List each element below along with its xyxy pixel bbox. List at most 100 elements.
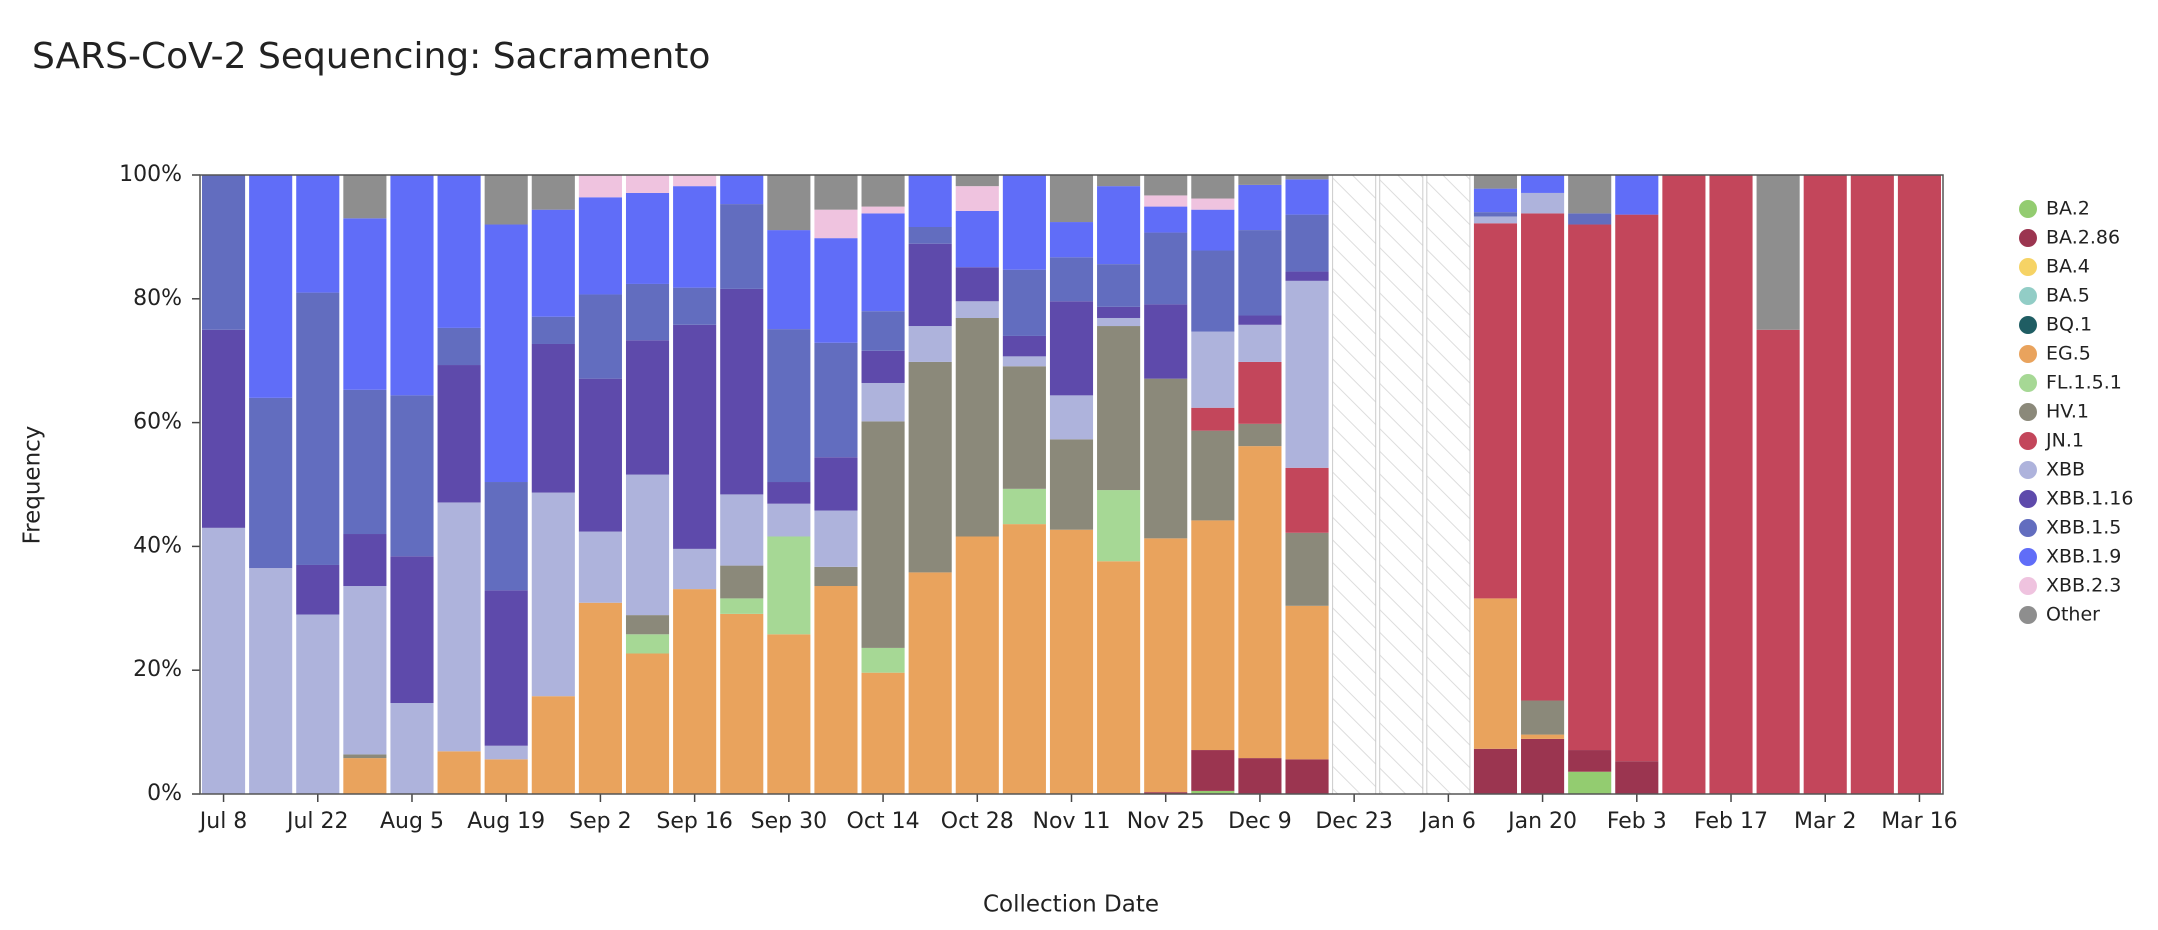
legend-swatch <box>2019 229 2037 247</box>
bar-segment <box>484 175 528 225</box>
x-tick-label: Aug 5 <box>380 809 444 834</box>
bar-segment <box>1238 184 1282 231</box>
legend-label: XBB.1.16 <box>2046 488 2133 510</box>
legend-swatch <box>2019 374 2037 392</box>
bar-segment <box>1097 306 1141 318</box>
bar-segment <box>1049 529 1094 794</box>
bar-segment <box>343 175 387 219</box>
bar-segment <box>955 267 999 302</box>
bar-segment <box>1238 175 1282 185</box>
bar-segment <box>908 572 952 794</box>
x-tick-label: Jan 20 <box>1506 809 1577 834</box>
bar-segment <box>955 536 999 794</box>
bar-segment <box>1285 179 1329 215</box>
bar-segment <box>1191 198 1235 210</box>
bar-segment <box>720 288 764 495</box>
legend-label: XBB.2.3 <box>2046 575 2121 597</box>
bar-segment <box>202 329 246 528</box>
bar-segment <box>1144 206 1188 233</box>
bar-segment <box>578 531 622 603</box>
bar-segment <box>1662 175 1706 794</box>
bar-segment <box>767 536 811 635</box>
bar-segment <box>249 175 293 398</box>
bar-segment <box>1521 738 1565 794</box>
bar-segment <box>1191 331 1235 408</box>
y-tick-label: 20% <box>133 657 182 682</box>
bar-segment <box>814 566 858 587</box>
bar-segment <box>1473 223 1518 599</box>
bar-segment <box>955 301 999 318</box>
bar-segment <box>767 329 811 483</box>
bar-segment <box>1238 758 1282 794</box>
bar-segment <box>1049 439 1094 530</box>
bar-segment <box>1097 561 1141 794</box>
bar-segment <box>1521 192 1565 214</box>
x-tick-label: Feb 17 <box>1694 809 1768 834</box>
bar-segment <box>767 503 811 537</box>
bar-segment <box>625 175 670 193</box>
bar-segment <box>720 204 764 289</box>
bar-segment <box>767 634 811 794</box>
bar-segment <box>343 218 387 390</box>
bar-segment <box>1473 748 1518 794</box>
bar-segment <box>1850 175 1894 794</box>
bar-segment <box>1568 224 1612 751</box>
bar-segment <box>1144 538 1188 793</box>
bar-segment <box>955 175 999 187</box>
bar-segment <box>720 565 764 599</box>
bar-segment <box>1521 734 1565 739</box>
bar-segment <box>1049 175 1094 223</box>
legend-swatch <box>2019 316 2037 334</box>
bar-segment <box>1285 532 1329 606</box>
bar-segment <box>296 292 340 565</box>
y-axis-title: Frequency <box>20 426 46 545</box>
bar-segment <box>861 421 905 648</box>
x-tick-label: Jul 8 <box>198 809 248 834</box>
bar-segment <box>578 378 622 532</box>
no-data-bar <box>1332 174 1377 795</box>
bar-segment <box>1049 257 1094 302</box>
x-tick-label: Jul 22 <box>285 809 349 834</box>
bar-segment <box>1756 175 1800 330</box>
bar-segment <box>1097 186 1141 265</box>
bar-segment <box>531 492 575 697</box>
bar-segment <box>1049 395 1094 440</box>
bar-segment <box>531 343 575 493</box>
x-tick-label: Mar 2 <box>1794 809 1857 834</box>
bar-segment <box>1897 175 1941 794</box>
bar-segment <box>1285 467 1329 533</box>
bar-segment <box>531 209 575 317</box>
bar-segment <box>1191 790 1235 794</box>
no-data-bar <box>1426 174 1471 795</box>
bar-segment <box>1144 175 1188 196</box>
bar-segment <box>1191 750 1235 791</box>
bar-segment <box>390 556 434 704</box>
bar-segment <box>1191 520 1235 751</box>
legend-swatch <box>2019 606 2037 624</box>
bar-segment <box>814 342 858 458</box>
bar-segment <box>1285 175 1329 180</box>
legend-label: BA.4 <box>2046 256 2090 278</box>
bar-segment <box>908 226 952 244</box>
bar-segment <box>720 598 764 614</box>
legend-label: FL.1.5.1 <box>2046 372 2122 394</box>
bar-segment <box>861 311 905 351</box>
bar-segment <box>1144 232 1188 305</box>
bar-segment <box>296 614 340 794</box>
bar-segment <box>767 175 811 231</box>
bar-segment <box>1615 175 1659 215</box>
legend-swatch <box>2019 258 2037 276</box>
bar-segment <box>625 474 670 616</box>
x-axis-title: Collection Date <box>983 892 1159 918</box>
legend-swatch <box>2019 287 2037 305</box>
x-tick-label: Mar 16 <box>1881 809 1958 834</box>
x-tick-label: Feb 3 <box>1607 809 1667 834</box>
bar-segment <box>1803 175 1847 794</box>
bar-segment <box>1473 175 1518 189</box>
bar-segment <box>1097 326 1141 491</box>
bar-segment <box>1521 175 1565 193</box>
bar-segment <box>1473 216 1518 224</box>
bar-segment <box>1285 759 1329 794</box>
bar-segment <box>484 482 528 591</box>
legend-label: BA.2.86 <box>2046 227 2120 249</box>
